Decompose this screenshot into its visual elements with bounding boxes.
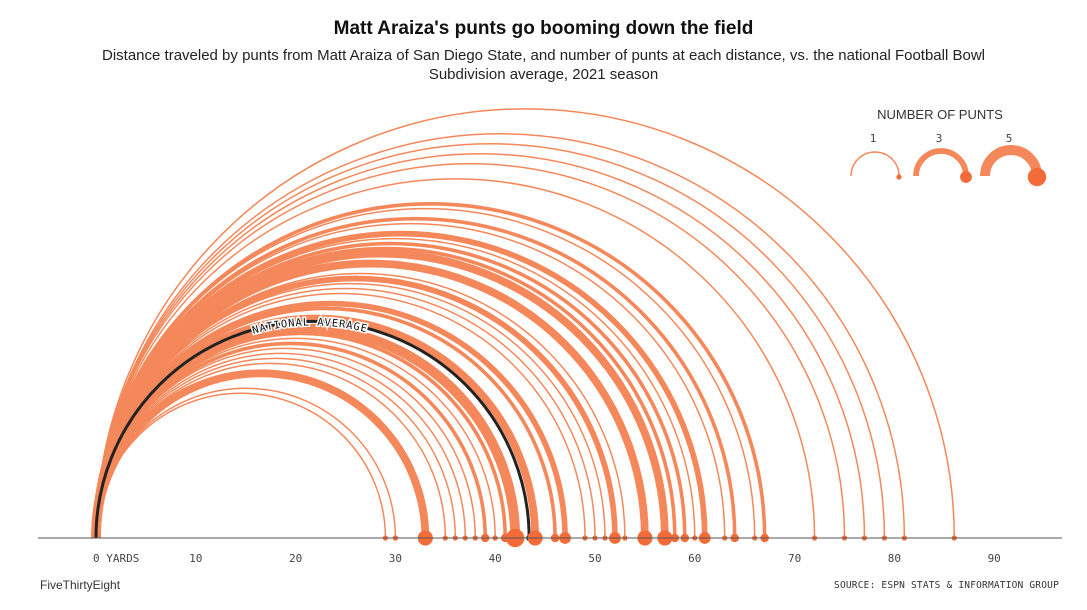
legend-arc [913, 148, 969, 177]
punt-arc [95, 143, 886, 539]
punt-arc [95, 108, 956, 539]
brand-label: FiveThirtyEight [40, 578, 121, 592]
x-tick-label: 0 YARDS [93, 552, 139, 565]
x-tick-label: 20 [289, 552, 302, 565]
chart-title: Matt Araiza's punts go booming down the … [333, 18, 754, 39]
legend-count-label: 1 [870, 132, 877, 145]
legend-arc [850, 151, 900, 177]
punt-arc [92, 369, 430, 539]
punt-arc [95, 153, 866, 539]
x-tick-label: 40 [489, 552, 502, 565]
punt-arc [95, 133, 906, 539]
x-tick-label: 80 [888, 552, 901, 565]
national-average-arc [94, 319, 531, 539]
legend: NUMBER OF PUNTS 1 3 5 [850, 107, 1047, 187]
chart-subtitle: Distance traveled by punts from Matt Ara… [102, 47, 985, 83]
x-tick-label: 50 [588, 552, 601, 565]
punt-arcs [91, 108, 956, 539]
legend-dot [896, 174, 902, 180]
x-tick-label: 70 [788, 552, 801, 565]
x-tick-label: 90 [988, 552, 1001, 565]
x-tick-label: 30 [389, 552, 402, 565]
punt-arc [95, 177, 816, 539]
legend-dot [960, 171, 972, 183]
x-tick-label: 10 [189, 552, 202, 565]
legend-title: NUMBER OF PUNTS [877, 107, 1003, 122]
legend-count-label: 3 [936, 132, 943, 145]
source-label: SOURCE: ESPN STATS & INFORMATION GROUP [834, 580, 1059, 591]
x-tick-label: 60 [688, 552, 701, 565]
punt-arc [95, 392, 387, 539]
legend-dot [1027, 167, 1047, 187]
x-axis-ticks: 0 YARDS 10 20 30 40 50 60 70 80 90 [93, 552, 1001, 565]
legend-arc [980, 145, 1042, 177]
legend-count-label: 5 [1006, 132, 1013, 145]
punt-arc [95, 163, 846, 539]
